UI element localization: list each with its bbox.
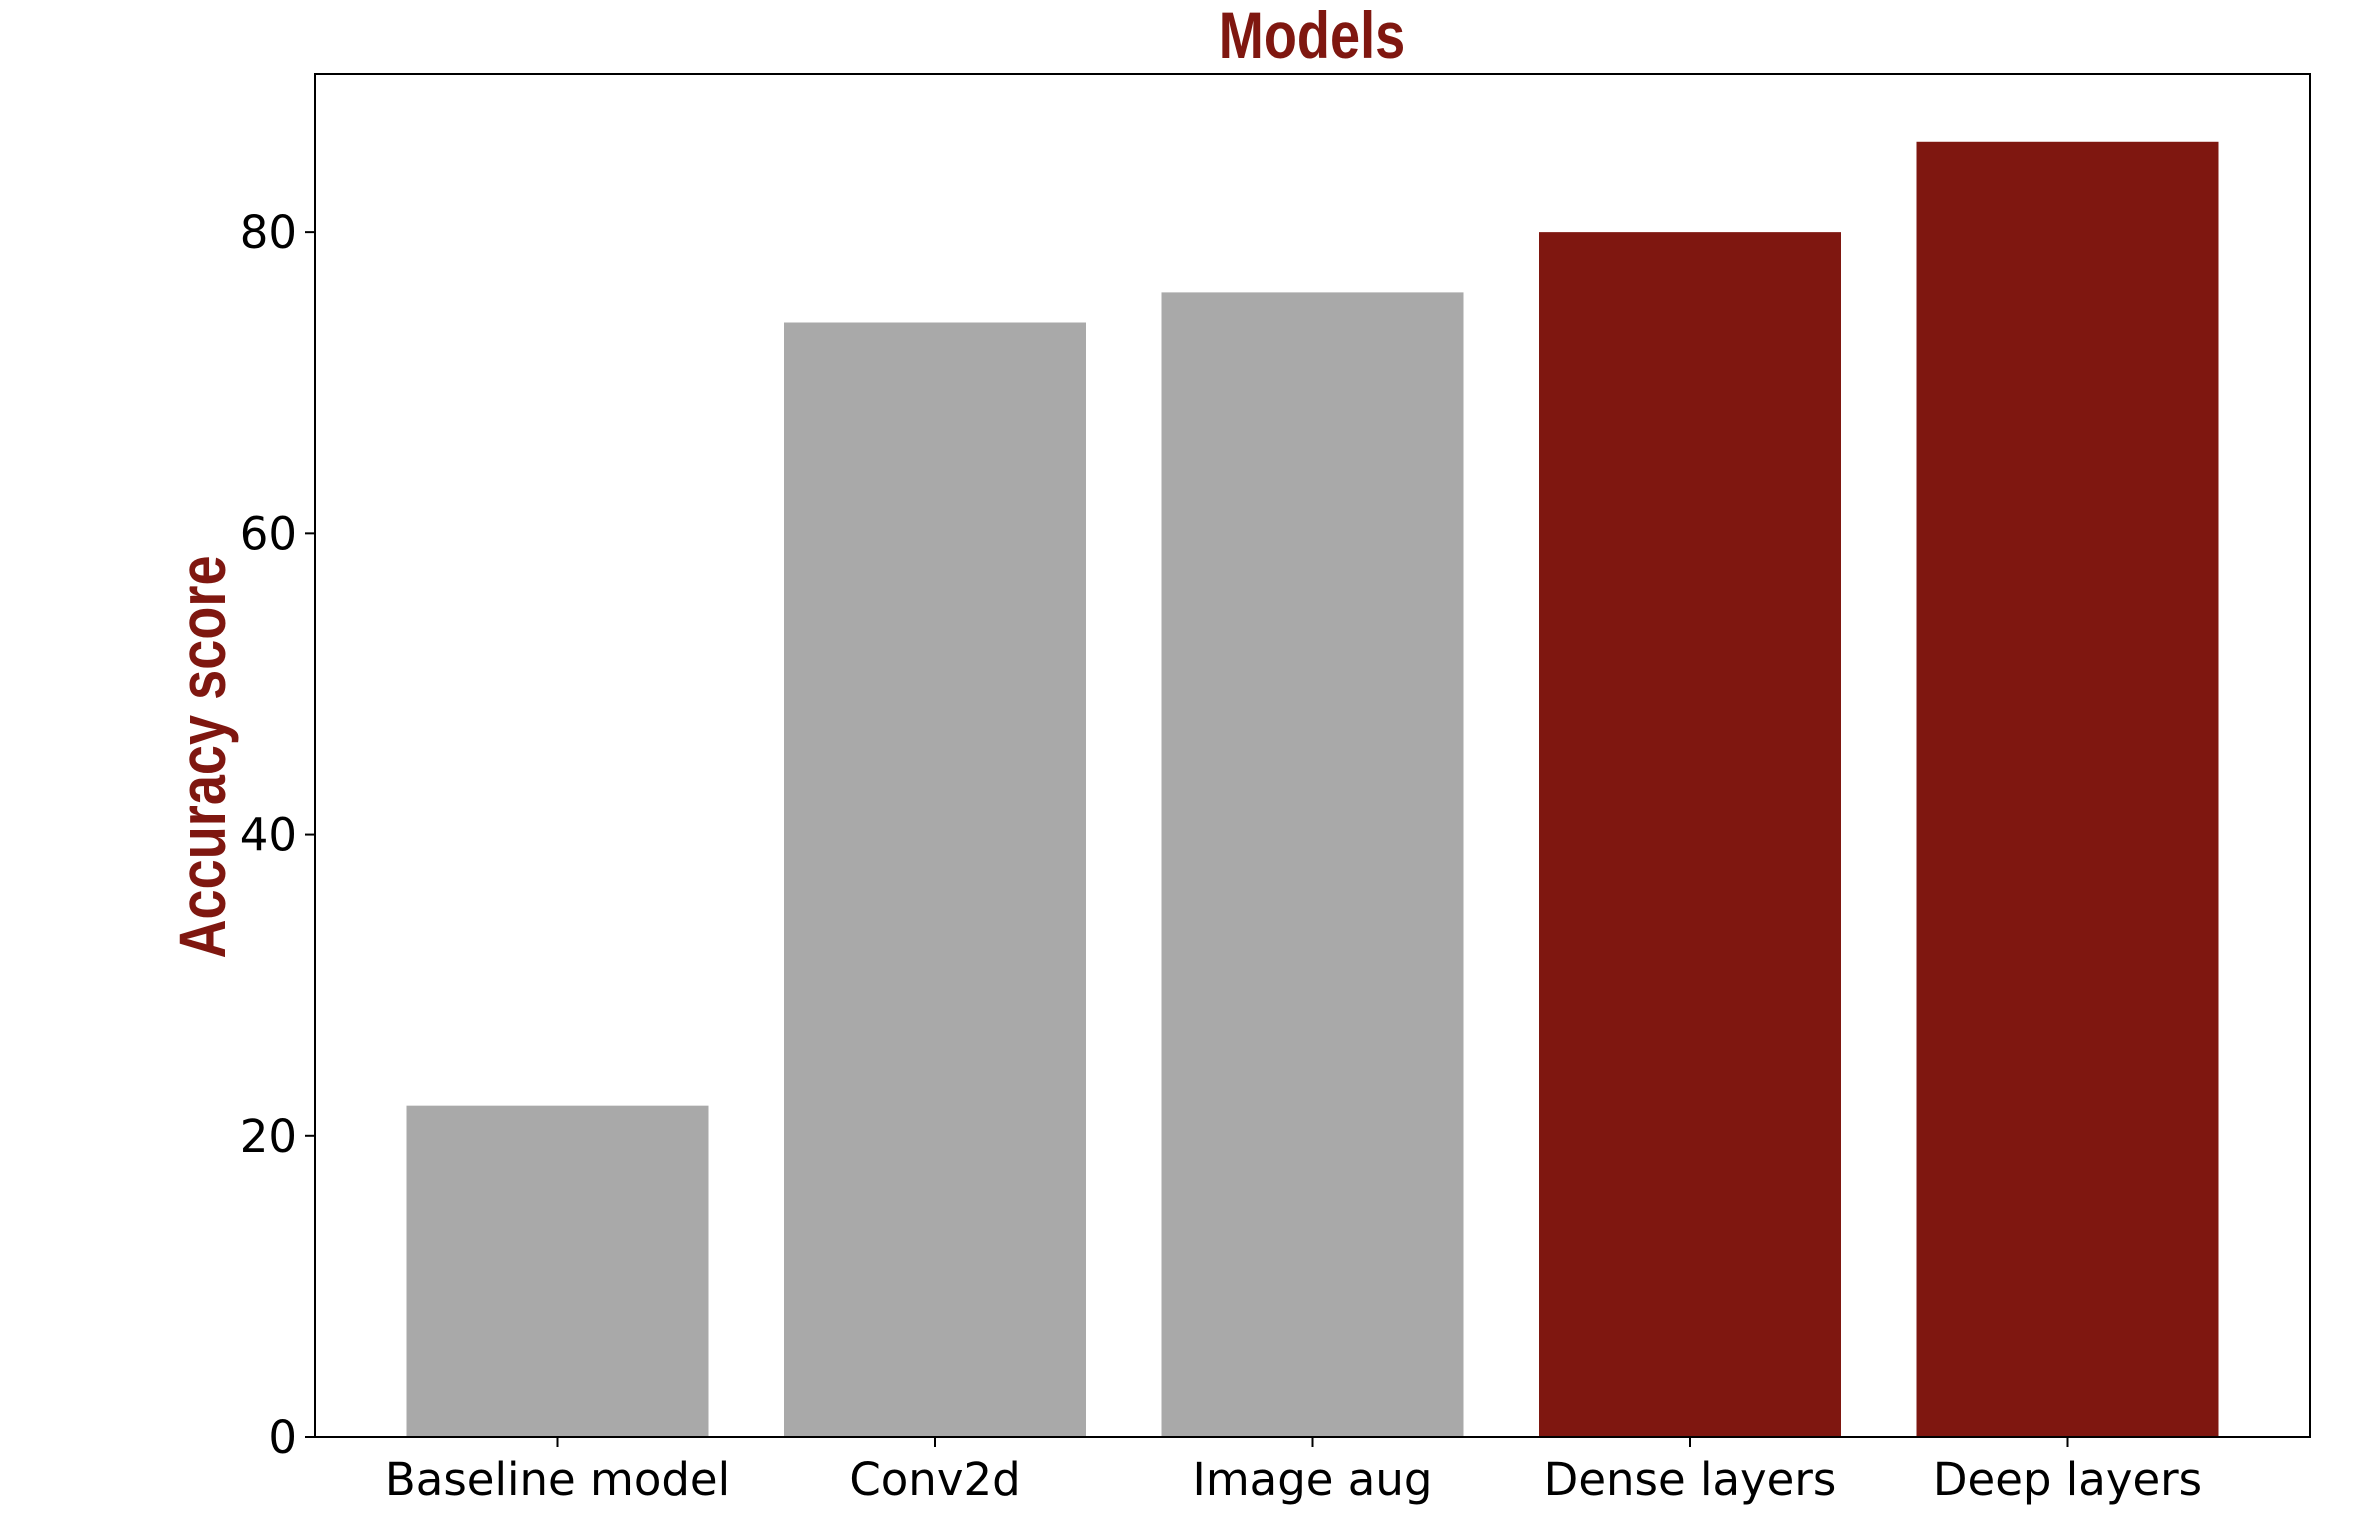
bar-image-aug [1161,292,1464,1437]
y-tick-label: 20 [240,1110,297,1163]
y-axis-label: Accuracy score [165,555,239,958]
x-tick-label: Deep layers [1933,1453,2202,1506]
x-tick-label: Dense layers [1544,1453,1837,1506]
y-tick-label: 80 [240,206,297,259]
x-tick-label: Conv2d [849,1453,1020,1506]
bars-layer [406,141,2219,1438]
chart-title: Models [1219,0,1405,72]
y-tick-label: 0 [268,1411,297,1464]
bar-deep-layers [1916,141,2219,1438]
x-tick-label: Baseline model [385,1453,730,1506]
y-tick-label: 60 [240,507,297,560]
y-tick-label: 40 [240,809,297,862]
ticks-layer: Baseline model Conv2d Image aug Dense layer… [240,206,2202,1506]
bar-dense-layers [1539,232,1841,1437]
bar-conv2d [784,322,1086,1437]
bar-baseline-model [406,1105,709,1437]
x-tick-label: Image aug [1193,1453,1433,1506]
